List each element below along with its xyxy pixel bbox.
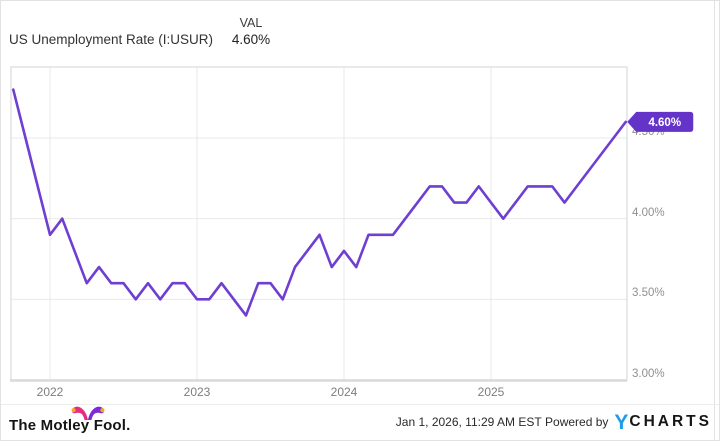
plot-area[interactable] bbox=[11, 67, 627, 380]
x-axis-tick-label: 2024 bbox=[330, 385, 358, 399]
motley-fool-logo[interactable]: The Motley Fool. bbox=[9, 417, 131, 434]
timestamp: Jan 1, 2026, 11:29 AM EST bbox=[395, 415, 542, 429]
y-axis-tick-label: 3.50% bbox=[632, 287, 665, 300]
x-axis-tick-label: 2023 bbox=[183, 385, 211, 399]
ycharts-y-icon: Y bbox=[614, 410, 629, 434]
x-axis-tick-label: 2025 bbox=[477, 385, 505, 399]
val-current-value: 4.60% bbox=[231, 32, 271, 47]
footer-divider bbox=[1, 404, 719, 405]
val-column-header: VAL bbox=[239, 16, 263, 30]
y-axis-tick-label: 3.00% bbox=[632, 368, 665, 380]
widget-right-border bbox=[714, 1, 715, 440]
x-axis-tick-label: 2022 bbox=[36, 385, 64, 399]
motley-fool-jester-cap-icon bbox=[71, 406, 105, 420]
powered-by-label: Powered by bbox=[545, 415, 609, 429]
ycharts-wordmark: CHARTS bbox=[629, 413, 712, 431]
chart-title: US Unemployment Rate (I:USUR) bbox=[9, 32, 214, 47]
attribution-bar: Jan 1, 2026, 11:29 AM EST Powered by Y C… bbox=[396, 405, 712, 439]
y-axis-tick-label: 4.50% bbox=[632, 126, 665, 138]
y-axis-tick-label: 4.00% bbox=[632, 206, 665, 219]
ycharts-logo[interactable]: Y CHARTS bbox=[614, 412, 712, 433]
